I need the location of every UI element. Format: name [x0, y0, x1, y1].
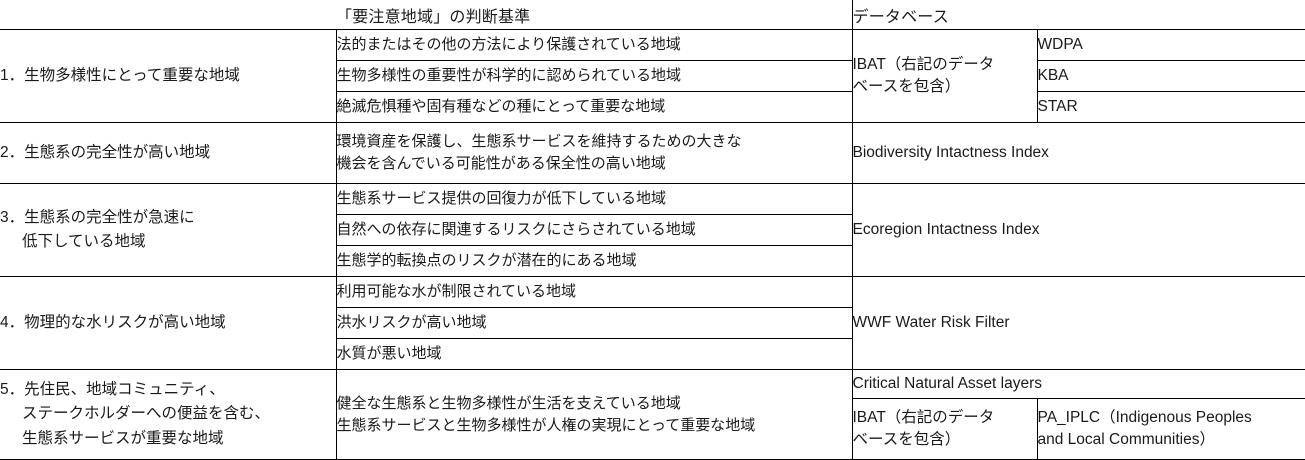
database-name-line: ベースを包含）	[853, 76, 1037, 98]
database-cell-5-top: Critical Natural Asset layers	[852, 370, 1305, 399]
sub-criteria-cell: 生態系サービス提供の回復力が低下している地域	[336, 184, 852, 215]
database-cell-5-ibat: IBAT（右記のデータ ベースを包含）	[852, 399, 1037, 460]
table-header-row: 「要注意地域」の判断基準 データベース	[0, 0, 1305, 30]
criteria-line: 3．生態系の完全性が急速に	[0, 206, 336, 230]
database-sub-cell: KBA	[1037, 61, 1305, 92]
sub-criteria-line: 生態系サービスと生物多様性が人権の実現にとって重要な地域	[337, 415, 852, 437]
sub-criteria-cell: 環境資産を保護し、生態系サービスを維持するための大きな 機会を含んでいる可能性が…	[336, 123, 852, 184]
sub-criteria-cell: 水質が悪い地域	[336, 339, 852, 370]
criteria-cell-4: 4．物理的な水リスクが高い地域	[0, 277, 336, 370]
criteria-line: 1．生物多様性にとって重要な地域	[0, 64, 336, 88]
table-row: 1．生物多様性にとって重要な地域 法的またはその他の方法により保護されている地域…	[0, 30, 1305, 61]
criteria-line: 4．物理的な水リスクが高い地域	[0, 311, 336, 335]
database-cell-2: Biodiversity Intactness Index	[852, 123, 1305, 184]
database-cell-1: IBAT（右記のデータ ベースを包含）	[852, 30, 1037, 123]
database-sub-line: PA_IPLC（Indigenous Peoples	[1038, 407, 1305, 429]
criteria-line: ステークホルダーへの便益を含む、	[0, 402, 336, 426]
sub-criteria-cell: 絶滅危惧種や固有種などの種にとって重要な地域	[336, 92, 852, 123]
table-row: 2．生態系の完全性が高い地域 環境資産を保護し、生態系サービスを維持するための大…	[0, 123, 1305, 184]
sub-criteria-line: 健全な生態系と生物多様性が生活を支えている地域	[337, 393, 852, 415]
header-criteria-label: 「要注意地域」の判断基準	[336, 0, 852, 30]
criteria-cell-1: 1．生物多様性にとって重要な地域	[0, 30, 336, 123]
database-cell-4: WWF Water Risk Filter	[852, 277, 1305, 370]
database-name-line: ベースを包含）	[853, 429, 1037, 451]
criteria-line: 5．先住民、地域コミュニティ、	[0, 378, 336, 402]
header-database-label: データベース	[852, 0, 1305, 30]
database-sub-line: and Local Communities）	[1038, 429, 1305, 451]
database-sub-cell: STAR	[1037, 92, 1305, 123]
sub-criteria-cell: 健全な生態系と生物多様性が生活を支えている地域 生態系サービスと生物多様性が人権…	[336, 370, 852, 460]
sub-criteria-line: 環境資産を保護し、生態系サービスを維持するための大きな	[337, 131, 852, 153]
database-name-line: IBAT（右記のデータ	[853, 54, 1037, 76]
sub-criteria-line: 機会を含んでいる可能性がある保全性の高い地域	[337, 153, 852, 175]
sub-criteria-cell: 自然への依存に関連するリスクにさらされている地域	[336, 215, 852, 246]
sub-criteria-cell: 洪水リスクが高い地域	[336, 308, 852, 339]
criteria-line: 低下している地域	[0, 230, 336, 254]
database-name-line: WWF Water Risk Filter	[853, 312, 1305, 334]
database-name-line: Ecoregion Intactness Index	[853, 219, 1305, 241]
table-row: 3．生態系の完全性が急速に 低下している地域 生態系サービス提供の回復力が低下し…	[0, 184, 1305, 215]
database-name-line: Biodiversity Intactness Index	[853, 142, 1305, 164]
header-blank-cell	[0, 0, 336, 30]
criteria-line: 2．生態系の完全性が高い地域	[0, 141, 336, 165]
criteria-line: 生態系サービスが重要な地域	[0, 427, 336, 451]
criteria-cell-5: 5．先住民、地域コミュニティ、 ステークホルダーへの便益を含む、 生態系サービス…	[0, 370, 336, 460]
database-sub-cell: WDPA	[1037, 30, 1305, 61]
table-row: 4．物理的な水リスクが高い地域 利用可能な水が制限されている地域 WWF Wat…	[0, 277, 1305, 308]
sub-criteria-cell: 生物多様性の重要性が科学的に認められている地域	[336, 61, 852, 92]
sub-criteria-cell: 生態学的転換点のリスクが潜在的にある地域	[336, 246, 852, 277]
database-name-line: IBAT（右記のデータ	[853, 407, 1037, 429]
sub-criteria-cell: 法的またはその他の方法により保護されている地域	[336, 30, 852, 61]
table-row: 5．先住民、地域コミュニティ、 ステークホルダーへの便益を含む、 生態系サービス…	[0, 370, 1305, 399]
database-cell-3: Ecoregion Intactness Index	[852, 184, 1305, 277]
criteria-cell-2: 2．生態系の完全性が高い地域	[0, 123, 336, 184]
sub-criteria-cell: 利用可能な水が制限されている地域	[336, 277, 852, 308]
criteria-cell-3: 3．生態系の完全性が急速に 低下している地域	[0, 184, 336, 277]
database-sub-cell: PA_IPLC（Indigenous Peoples and Local Com…	[1037, 399, 1305, 460]
